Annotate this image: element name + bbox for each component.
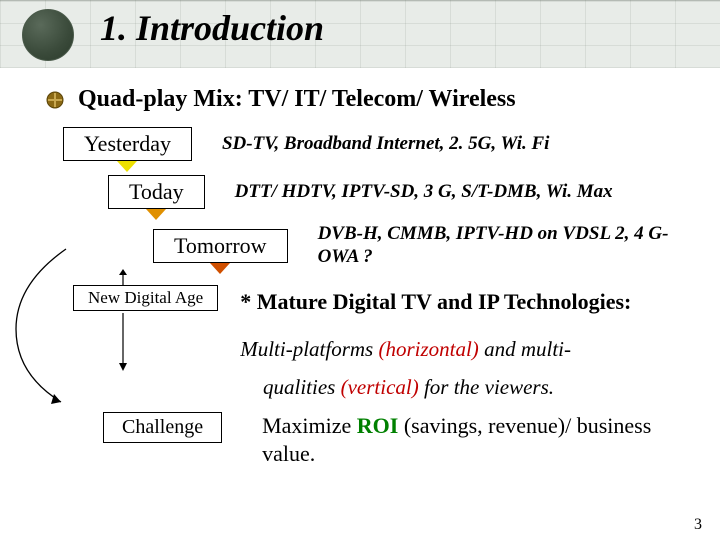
vertical-text: (vertical) bbox=[341, 375, 419, 399]
globe-icon bbox=[22, 9, 74, 61]
desc-tomorrow: DVB-H, CMMB, IPTV-HD on VDSL 2, 4 G-OWA … bbox=[318, 223, 692, 269]
row-yesterday: Yesterday SD-TV, Broadband Internet, 2. … bbox=[28, 127, 692, 161]
qualities-suffix: for the viewers. bbox=[419, 375, 554, 399]
slide-header: 1. Introduction bbox=[0, 0, 720, 68]
desc-yesterday: SD-TV, Broadband Internet, 2. 5G, Wi. Fi bbox=[222, 133, 692, 156]
row-new-digital-age: New Digital Age * Mature Digital TV and … bbox=[28, 285, 692, 366]
horizontal-text: (horizontal) bbox=[378, 337, 478, 361]
roi-text: ROI bbox=[357, 413, 399, 438]
row-challenge: Challenge Maximize ROI (savings, revenue… bbox=[28, 412, 692, 467]
mature-text: * Mature Digital TV and IP Technologies:… bbox=[240, 285, 692, 366]
mature-line1: * Mature Digital TV and IP Technologies: bbox=[240, 289, 631, 314]
row-tomorrow: Tomorrow DVB-H, CMMB, IPTV-HD on VDSL 2,… bbox=[28, 223, 692, 269]
box-today: Today bbox=[108, 175, 205, 209]
bullet-row: Quad-play Mix: TV/ IT/ Telecom/ Wireless bbox=[46, 86, 692, 113]
bullet-text: Quad-play Mix: TV/ IT/ Telecom/ Wireless bbox=[78, 86, 516, 113]
qualities-prefix: qualities bbox=[263, 375, 341, 399]
bullet-icon bbox=[46, 91, 64, 109]
box-challenge: Challenge bbox=[103, 412, 222, 443]
desc-today: DTT/ HDTV, IPTV-SD, 3 G, S/T-DMB, Wi. Ma… bbox=[235, 181, 692, 204]
platforms-line: Multi-platforms (horizontal) and multi- bbox=[240, 334, 692, 366]
timeline-curve-arrow bbox=[6, 244, 76, 409]
row-today: Today DTT/ HDTV, IPTV-SD, 3 G, S/T-DMB, … bbox=[28, 175, 692, 209]
slide-content: Quad-play Mix: TV/ IT/ Telecom/ Wireless… bbox=[0, 68, 720, 467]
newage-down-arrow bbox=[116, 313, 130, 371]
box-tomorrow: Tomorrow bbox=[153, 229, 288, 263]
box-yesterday: Yesterday bbox=[63, 127, 192, 161]
box-new-digital-age: New Digital Age bbox=[73, 285, 218, 311]
challenge-text: Maximize ROI (savings, revenue)/ busines… bbox=[262, 412, 692, 467]
slide-title: 1. Introduction bbox=[100, 7, 324, 49]
platforms-mid: and multi- bbox=[479, 337, 571, 361]
platforms-prefix: Multi-platforms bbox=[240, 337, 378, 361]
qualities-line: qualities (vertical) for the viewers. bbox=[263, 375, 692, 400]
page-number: 3 bbox=[694, 516, 702, 534]
challenge-prefix: Maximize bbox=[262, 413, 357, 438]
